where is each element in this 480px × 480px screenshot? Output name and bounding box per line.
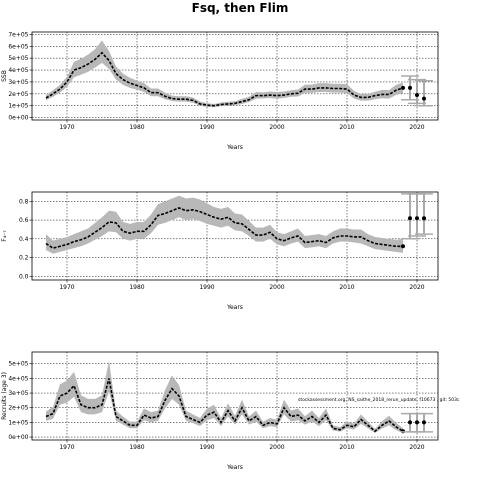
ssb-forecast-point: [415, 93, 419, 98]
fbar-forecast-point: [422, 216, 426, 221]
recruitment-x-tick-label: 2010: [339, 444, 354, 451]
ssb-panel: 0e+00 1e+05 2e+05 3e+05 4e+05 5e+05 6e+05 7e+05…: [1, 31, 439, 151]
recruitment-y-tick-label: 5e+05: [8, 361, 28, 368]
ssb-x-tick-label: 2000: [269, 124, 284, 131]
ssb-y-tick-label: 4e+05: [8, 67, 28, 74]
recruitment-y-tick-label: 0e+00: [8, 434, 28, 441]
fbar-x-tick-label: 1970: [59, 284, 74, 291]
fbar-estimate-line: [45, 207, 403, 250]
fbar-y-tick-label: 0.6: [19, 217, 29, 224]
ssb-y-tick-label: 6e+05: [8, 43, 28, 50]
fbar-x-axis-label: Years: [226, 304, 243, 311]
recruitment-x-axis-label: Years: [226, 464, 243, 471]
fbar-y-tick-label: 0.0: [19, 273, 29, 280]
fbar-x-tick-label: 2020: [409, 284, 424, 291]
ssb-y-tick-label: 7e+05: [8, 31, 28, 38]
recruitment-y-tick-label: 2e+05: [8, 405, 28, 412]
recruitment-x-tick-label: 2000: [269, 444, 284, 451]
ssb-forecast-point: [422, 96, 426, 101]
ssb-plot-area: [31, 31, 439, 121]
recruitment-panel: 0e+00 1e+05 2e+05 3e+05 4e+05 5e+05 1970 1980 19…: [1, 351, 439, 471]
recruitment-y-tick-label: 4e+05: [8, 375, 28, 382]
fbar-x-tick-label: 2000: [269, 284, 284, 291]
ssb-forecast-point: [408, 85, 412, 90]
fbar-x-tick-label: 2010: [339, 284, 354, 291]
fbar-y-axis-label: F₄₋₇: [1, 230, 8, 242]
fbar-forecast-point: [415, 216, 419, 221]
ssb-y-tick-label: 0e+00: [8, 115, 28, 122]
ssb-x-tick-label: 1990: [199, 124, 214, 131]
ssb-y-tick-label: 3e+05: [8, 79, 28, 86]
ssb-y-tick-label: 2e+05: [8, 91, 28, 98]
ssb-x-axis-label: Years: [226, 144, 243, 151]
recruitment-estimate-line: [45, 378, 404, 433]
ssb-x-tick-label: 2020: [409, 124, 424, 131]
ssb-last-year-point: [401, 85, 405, 90]
recruitment-forecast-point: [415, 420, 419, 425]
ssb-y-tick-label: 5e+05: [8, 55, 28, 62]
recruitment-confidence-band: [46, 360, 403, 434]
recruitment-x-tick-label: 1990: [199, 444, 214, 451]
recruitment-y-axis-label: Recruits (age 3): [1, 372, 8, 420]
recruitment-y-tick-label: 1e+05: [8, 419, 28, 426]
fbar-panel: 0.0 0.2 0.4 0.6 0.8 1970 1980 1990 2000 2010 2020 Y…: [1, 191, 439, 311]
recruitment-y-tick-label: 3e+05: [8, 390, 28, 397]
recruitment-x-tick-label: 2020: [409, 444, 424, 451]
ssb-y-tick-label: 1e+05: [8, 103, 28, 110]
recruitment-forecast-point: [422, 420, 426, 425]
fbar-confidence-band: [46, 195, 403, 254]
figure-title: Fsq, then Flim: [192, 1, 289, 15]
ssb-x-tick-label: 1970: [59, 124, 74, 131]
recruitment-x-tick-label: 1970: [59, 444, 74, 451]
ssb-x-tick-label: 1980: [129, 124, 144, 131]
ssb-y-axis-label: SSB: [1, 70, 8, 82]
fbar-x-tick-label: 1990: [199, 284, 214, 291]
fbar-y-tick-label: 0.4: [19, 236, 29, 243]
provenance-note: stockassessment.org, NS_saithe_2018_reru…: [298, 397, 460, 403]
recruitment-forecast-point: [408, 420, 412, 425]
fbar-last-year-point: [401, 244, 405, 249]
fbar-y-tick-label: 0.2: [19, 255, 29, 262]
ssb-confidence-band: [46, 40, 403, 108]
fbar-y-tick-label: 0.8: [19, 198, 29, 205]
fbar-forecast-point: [408, 216, 412, 221]
ssb-estimate-line: [45, 51, 404, 107]
ssb-x-tick-label: 2010: [339, 124, 354, 131]
fbar-x-tick-label: 1980: [129, 284, 144, 291]
recruitment-x-tick-label: 1980: [129, 444, 144, 451]
